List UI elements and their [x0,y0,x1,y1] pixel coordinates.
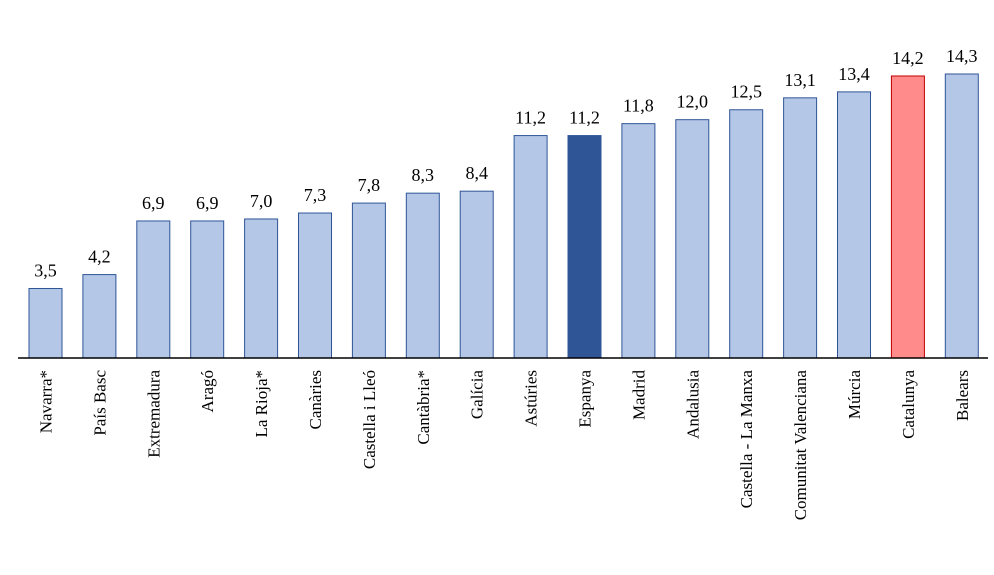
value-label-extremadura: 6,9 [142,193,165,213]
value-label-galicia: 8,4 [465,163,488,183]
value-label-comunitat-valenciana: 13,1 [784,70,816,90]
bar-madrid [621,123,656,359]
bar-la-rioja [244,218,279,359]
value-label-la-rioja: 7,0 [250,191,273,211]
value-label-cantabria: 8,3 [412,165,435,185]
bar-asturies [513,135,548,359]
bar-canaries [298,212,332,359]
bar-castella-i-lleo [351,202,386,359]
category-label-balears: Balears [953,370,972,421]
category-label-asturies: Astúries [522,370,541,427]
category-label-andalusia: Andalusia [683,370,702,439]
bar-extremadura [136,220,171,359]
value-label-balears: 14,3 [946,46,978,66]
category-label-galicia: Galícia [468,370,487,420]
value-label-andalusia: 12,0 [677,92,709,112]
bar-catalunya [890,75,925,359]
category-label-catalunya: Catalunya [899,370,918,439]
value-label-murcia: 13,4 [838,64,870,84]
value-label-madrid: 11,8 [623,96,654,116]
value-label-castella-i-lleo: 7,8 [358,175,381,195]
category-label-cantabria: Cantàbria* [414,370,433,445]
bar-andalusia [675,119,710,359]
value-label-asturies: 11,2 [515,108,546,128]
bar-balears [944,73,979,359]
bar-galicia [459,190,494,359]
category-label-canaries: Canàries [306,370,325,429]
category-label-arago: Aragó [198,370,217,412]
bar-comunitat-valenciana [783,97,818,359]
category-label-murcia: Múrcia [845,370,864,420]
category-labels-group: Navarra* País Basc Extremadura Aragó La Rioj… [37,370,972,521]
category-label-espanya: Espanya [576,370,595,428]
category-label-la-rioja: La Rioja* [252,370,271,438]
category-label-castella-la-manxa: Castella - La Manxa [737,370,756,509]
value-label-arago: 6,9 [196,193,219,213]
category-label-castella-i-lleo: Castella i Lleó [360,370,379,469]
category-label-pais-basc: País Basc [90,370,109,436]
value-label-pais-basc: 4,2 [88,247,111,267]
value-label-espanya: 11,2 [569,108,600,128]
bar-pais-basc [82,274,117,359]
bar-arago [190,220,225,359]
bars-group [28,73,979,359]
category-label-navarra: Navarra* [37,370,56,433]
category-label-comunitat-valenciana: Comunitat Valenciana [791,370,810,521]
bar-murcia [837,91,871,359]
bar-navarra [28,287,63,359]
value-label-castella-la-manxa: 12,5 [730,82,762,102]
bar-cantabria [405,192,440,359]
value-label-canaries: 7,3 [304,185,327,205]
bar-espanya [567,135,602,359]
value-label-navarra: 3,5 [34,260,57,280]
value-label-catalunya: 14,2 [892,48,924,68]
value-labels-group: 3,5 4,2 6,9 6,9 7,0 7,3 7,8 8,3 8,4 11,2 11,2 11,8 1… [34,46,977,280]
category-label-madrid: Madrid [629,370,648,421]
category-label-extremadura: Extremadura [144,370,163,458]
bar-castella-la-manxa [729,109,764,359]
